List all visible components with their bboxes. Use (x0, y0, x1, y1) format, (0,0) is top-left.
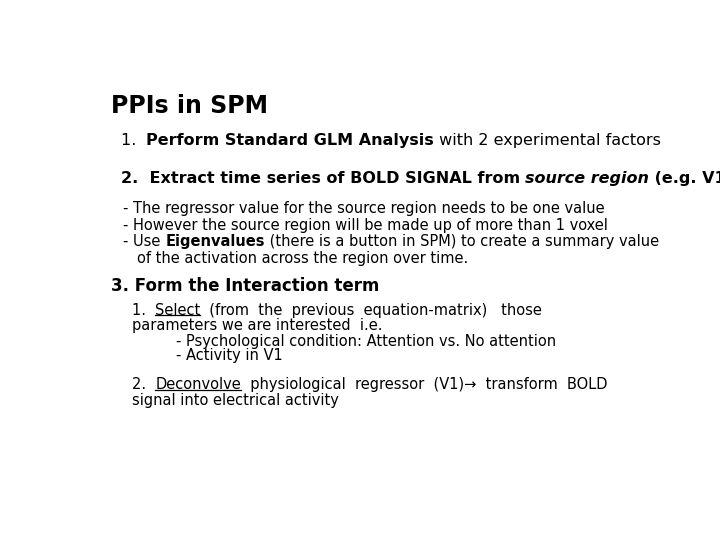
Text: - Use: - Use (124, 234, 166, 249)
Text: Eigenvalues: Eigenvalues (166, 234, 265, 249)
Text: - However the source region will be made up of more than 1 voxel: - However the source region will be made… (124, 218, 608, 233)
Text: signal into electrical activity: signal into electrical activity (132, 393, 338, 408)
Text: Perform Standard GLM Analysis: Perform Standard GLM Analysis (146, 133, 434, 148)
Text: - Psychological condition: Attention vs. No attention: - Psychological condition: Attention vs.… (176, 334, 557, 349)
Text: Deconvolve: Deconvolve (156, 377, 241, 393)
Text: 1.: 1. (132, 302, 155, 318)
Text: physiological  regressor  (V1)→  transform  BOLD: physiological regressor (V1)→ transform … (241, 377, 608, 393)
Text: 2.: 2. (132, 377, 156, 393)
Text: Select: Select (155, 302, 200, 318)
Text: - Activity in V1: - Activity in V1 (176, 348, 283, 363)
Text: - The regressor value for the source region needs to be one value: - The regressor value for the source reg… (124, 201, 605, 216)
Text: 3. Form the Interaction term: 3. Form the Interaction term (111, 277, 379, 295)
Text: (there is a button in SPM) to create a summary value: (there is a button in SPM) to create a s… (265, 234, 659, 249)
Text: with 2 experimental factors: with 2 experimental factors (434, 133, 661, 148)
Text: 2.  Extract time series of BOLD SIGNAL from: 2. Extract time series of BOLD SIGNAL fr… (121, 171, 526, 186)
Text: PPIs in SPM: PPIs in SPM (111, 94, 269, 118)
Text: of the activation across the region over time.: of the activation across the region over… (138, 251, 469, 266)
Text: source region: source region (526, 171, 649, 186)
Text: (e.g. V1): (e.g. V1) (649, 171, 720, 186)
Text: (from  the  previous  equation-matrix)   those: (from the previous equation-matrix) thos… (200, 302, 542, 318)
Text: 1.: 1. (121, 133, 146, 148)
Text: parameters we are interested  i.e.: parameters we are interested i.e. (132, 319, 382, 333)
